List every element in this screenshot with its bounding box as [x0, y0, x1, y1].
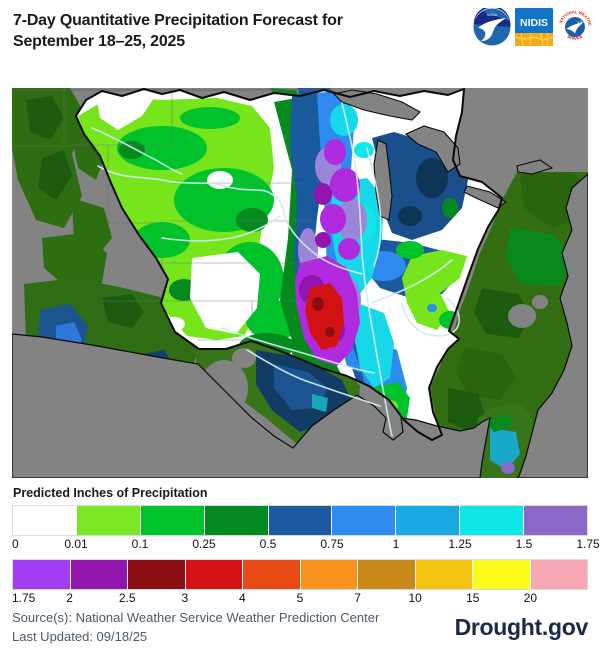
- legend-tick-label: 15: [466, 591, 480, 605]
- legend-row-2: 1.75 2 2.5 3 4 5 7 10 15 20: [12, 559, 588, 607]
- legend-tick-label: 10: [408, 591, 422, 605]
- nws-logo-icon: NATIONAL WEATHER SERVICE: [557, 9, 593, 44]
- legend-swatch: [460, 506, 525, 535]
- noaa-logo-text: NOAA: [487, 13, 498, 17]
- legend-tick-label: 0.75: [320, 537, 344, 551]
- legend-swatch: [300, 560, 358, 589]
- legend-tick-label: 1: [392, 537, 400, 551]
- legend-tick-label: 4: [239, 591, 246, 605]
- noaa-logo-icon: NOAA: [473, 8, 511, 46]
- coastlines: [12, 89, 588, 478]
- page-title-line2: September 18–25, 2025: [13, 33, 185, 50]
- legend-tick-label: 1.75: [576, 537, 600, 551]
- footer: Source(s): National Weather Service Weat…: [12, 608, 588, 646]
- legend-swatch: [530, 560, 587, 589]
- nidis-logo-icon: NIDIS: [515, 8, 553, 46]
- legend-ticks-row2: 1.75 2 2.5 3 4 5 7 10 15 20: [12, 590, 588, 607]
- page-title-line1: 7-Day Quantitative Precipitation Forecas…: [13, 12, 343, 29]
- legend-tick-label: 5: [296, 591, 304, 605]
- basin-boundary: [75, 88, 503, 441]
- great-lakes: [332, 89, 554, 221]
- legend-tick-label: 0: [12, 537, 19, 551]
- legend-tick-label: 1.75: [12, 591, 36, 605]
- legend-title: Predicted Inches of Precipitation: [13, 486, 208, 500]
- svg-text:SERVICE: SERVICE: [566, 33, 584, 40]
- legend-tick-label: 0.25: [192, 537, 216, 551]
- legend-swatch: [140, 506, 205, 535]
- last-updated-text: Last Updated: 09/18/25: [12, 629, 148, 644]
- source-text: Source(s): National Weather Service Weat…: [12, 610, 380, 625]
- legend-tick-label: 2.5: [118, 591, 136, 605]
- legend-swatches-row1: [12, 505, 588, 536]
- drought-gov-brand: Drought.gov: [454, 614, 589, 640]
- legend-swatches-row2: [12, 559, 588, 590]
- legend-row-1: 0 0.01 0.1 0.25 0.5 0.75 1 1.25 1.5 1.75: [12, 505, 600, 553]
- legend-tick-label: 1.5: [515, 537, 533, 551]
- legend-tick-label: 0.5: [259, 537, 277, 551]
- legend-swatch: [524, 506, 588, 535]
- legend-tick-label: 20: [523, 591, 538, 605]
- rivers: [91, 102, 461, 437]
- legend-tick-label: 0.1: [131, 537, 149, 551]
- legend-swatch: [76, 506, 141, 535]
- qpf-map: [12, 88, 588, 478]
- header: 7-Day Quantitative Precipitation Forecas…: [0, 0, 600, 88]
- logo-group: NOAA NIDIS NATIONAL WEATHER: [473, 8, 593, 46]
- legend-swatch: [70, 560, 128, 589]
- qpf-map-graphic: [12, 88, 588, 478]
- legend-swatch: [185, 560, 243, 589]
- legend-tick-label: 7: [354, 591, 361, 605]
- legend-swatch: [204, 506, 269, 535]
- legend-swatch: [243, 560, 301, 589]
- legend-ticks-row1: 0 0.01 0.1 0.25 0.5 0.75 1 1.25 1.5 1.75: [12, 536, 600, 553]
- legend-swatch: [13, 560, 71, 589]
- legend: Predicted Inches of Precipitation 0 0.01 0…: [12, 486, 600, 611]
- legend-tick-label: 2: [66, 591, 73, 605]
- legend-tick-label: 0.01: [64, 537, 88, 551]
- legend-tick-label: 3: [181, 591, 189, 605]
- legend-tick-label: 1.25: [448, 537, 472, 551]
- nidis-logo-text: NIDIS: [520, 17, 548, 29]
- legend-swatch: [415, 560, 473, 589]
- legend-swatch: [396, 506, 461, 535]
- legend-swatch: [128, 560, 186, 589]
- legend-swatch: [358, 560, 416, 589]
- page-title: 7-Day Quantitative Precipitation Forecas…: [13, 10, 463, 52]
- legend-swatch: [268, 506, 333, 535]
- legend-swatch: [473, 560, 531, 589]
- legend-swatch: [13, 506, 77, 535]
- legend-swatch: [332, 506, 397, 535]
